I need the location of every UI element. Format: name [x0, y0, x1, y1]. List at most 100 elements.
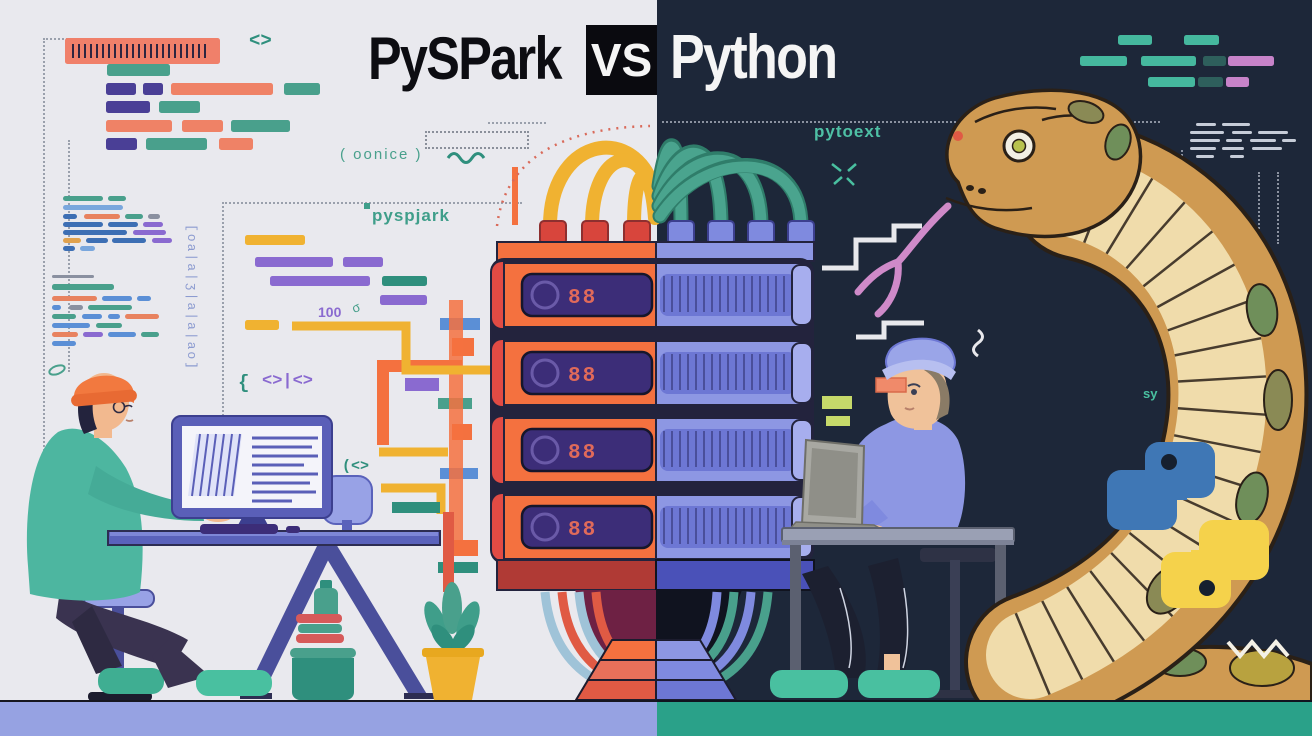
code-line: [102, 296, 132, 301]
dotted-box: [425, 131, 529, 149]
code-line: [125, 314, 159, 319]
snake-zigzag-pattern: [1226, 638, 1290, 660]
code-line: [1196, 123, 1216, 126]
code-bar: [143, 83, 163, 95]
server-connectors: [496, 220, 815, 262]
code-line: [137, 296, 151, 301]
code-line: [108, 222, 138, 227]
code-bar: [106, 101, 150, 113]
code-line: [1232, 131, 1252, 134]
snake: [854, 88, 1312, 736]
code-bar: [106, 120, 172, 132]
title-right: Python: [670, 23, 838, 92]
snake-crest: [953, 131, 963, 141]
code-line: [63, 230, 127, 235]
bottles: [290, 580, 356, 700]
code-bar: [159, 101, 200, 113]
code-line: [80, 246, 95, 251]
code-line: [84, 214, 120, 219]
code-line: [96, 323, 122, 328]
leaf-icon: [48, 364, 66, 376]
code-bar: [219, 138, 253, 150]
squiggle-icon: [446, 152, 486, 164]
leg: [72, 606, 122, 674]
eye-pointer-bar: [875, 377, 907, 393]
code-line: [141, 332, 159, 337]
code-line: [1230, 155, 1244, 158]
code-bar: [245, 235, 305, 245]
torso: [26, 428, 143, 601]
server-cables: [512, 138, 809, 234]
code-line: [148, 214, 160, 219]
dotted-line: [68, 140, 70, 372]
code-line: [1226, 139, 1242, 142]
right-developer: [770, 337, 966, 698]
beanie: [73, 375, 134, 406]
angle-brackets-icon: <>: [249, 30, 272, 52]
hair: [924, 368, 950, 420]
leg: [868, 558, 910, 678]
code-bar: [106, 138, 137, 150]
number-label: 100: [318, 304, 342, 320]
code-line: [108, 196, 126, 201]
code-line: [152, 238, 172, 243]
code-line: [63, 246, 75, 251]
snake-head: [945, 88, 1143, 239]
code-bar: [1141, 56, 1196, 66]
chair-seat: [920, 548, 996, 562]
barcode-ticks: [72, 44, 210, 58]
code-bar: [1148, 77, 1195, 87]
angle-pair-icon: <>|<>: [262, 372, 314, 391]
eye: [911, 389, 917, 395]
sigma-leaf-icon: σ: [349, 299, 363, 316]
code-line: [52, 314, 76, 319]
logo-dot-icon: [364, 203, 370, 209]
python-logo-blue: [1107, 442, 1215, 530]
code-bar: [382, 276, 427, 286]
sy-label: sy: [1143, 386, 1158, 401]
shoe: [98, 668, 164, 694]
brace-icon: {: [238, 372, 250, 394]
code-line: [88, 305, 132, 310]
python-logo: [1107, 442, 1269, 608]
code-line: [108, 314, 120, 319]
python-logo-yellow: [1161, 520, 1269, 608]
code-bar: [343, 257, 383, 267]
code-bar: [1118, 35, 1152, 45]
vertical-data-text: [oa|a|ʒ|a|a|ao]: [184, 224, 199, 372]
code-bar: [1198, 77, 1223, 87]
code-line: [1258, 131, 1288, 134]
code-line: [63, 214, 77, 219]
code-line: [125, 214, 143, 219]
pyspark-logo-text: pyspjark: [372, 206, 450, 225]
code-line: [63, 222, 103, 227]
code-line: [52, 284, 114, 290]
code-bar: [146, 138, 207, 150]
caption-oonice: ( oonice ): [340, 146, 423, 163]
screen-hatch-block: [191, 433, 241, 497]
eyebrow: [907, 383, 921, 388]
code-bar: [380, 295, 427, 305]
code-bar: [1228, 56, 1274, 66]
code-bar: [1080, 56, 1127, 66]
code-line: [63, 205, 123, 210]
code-bar: [284, 83, 320, 95]
pytoext-logo-text: pytoext: [814, 122, 882, 141]
lime-chip: [822, 396, 852, 409]
code-line: [52, 296, 97, 301]
code-line: [69, 305, 83, 310]
plant: [422, 582, 484, 700]
code-line: [1250, 139, 1276, 142]
code-line: [52, 332, 78, 337]
code-line: [1190, 139, 1220, 142]
plant-pot: [426, 657, 480, 700]
dotted-line: [662, 121, 1160, 123]
code-line: [83, 332, 103, 337]
server-base: [496, 559, 815, 701]
dotted-line: [1258, 172, 1260, 240]
dotted-line: [222, 202, 224, 420]
server-stack: [490, 258, 814, 564]
